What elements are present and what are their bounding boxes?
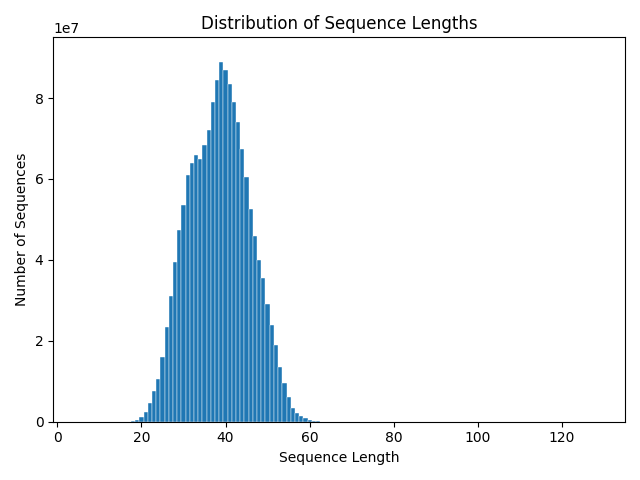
Bar [186,175,190,422]
Bar [240,149,244,422]
Bar [177,229,181,422]
Bar [135,420,140,422]
Bar [253,236,257,422]
Bar [249,209,253,422]
Bar [308,420,312,422]
Bar [156,379,161,422]
Bar [215,80,220,422]
Bar [266,304,269,422]
Bar [190,163,194,422]
Bar [140,417,143,422]
Bar [161,358,164,422]
Y-axis label: Number of Sequences: Number of Sequences [15,153,29,306]
Bar [299,416,303,422]
Bar [232,102,236,422]
Bar [278,367,282,422]
Bar [169,296,173,422]
Bar [173,262,177,422]
Bar [194,155,198,422]
Bar [257,260,261,422]
Bar [148,403,152,422]
Bar [220,61,223,422]
Bar [244,177,249,422]
Bar [164,326,169,422]
Bar [181,205,186,422]
Bar [291,408,295,422]
Bar [198,159,202,422]
Bar [236,122,240,422]
Bar [303,419,308,422]
X-axis label: Sequence Length: Sequence Length [279,451,399,465]
Bar [211,102,215,422]
Bar [202,144,207,422]
Bar [261,278,266,422]
Bar [295,413,299,422]
Bar [269,324,274,422]
Title: Distribution of Sequence Lengths: Distribution of Sequence Lengths [201,15,477,33]
Bar [228,84,232,422]
Bar [312,421,316,422]
Bar [143,412,148,422]
Bar [223,70,228,422]
Bar [152,391,156,422]
Bar [287,397,291,422]
Bar [282,384,287,422]
Bar [274,345,278,422]
Bar [207,131,211,422]
